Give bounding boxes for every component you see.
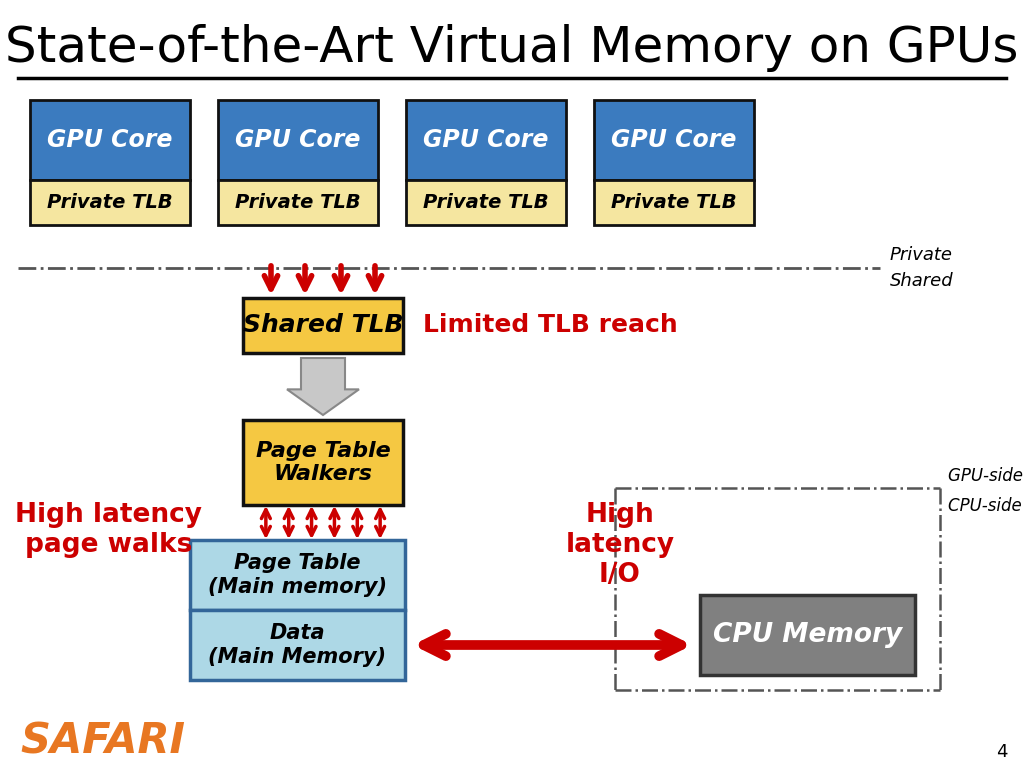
Text: State-of-the-Art Virtual Memory on GPUs: State-of-the-Art Virtual Memory on GPUs bbox=[5, 24, 1019, 72]
Polygon shape bbox=[287, 358, 359, 415]
Text: GPU Core: GPU Core bbox=[423, 128, 549, 152]
Bar bbox=[700, 595, 915, 675]
Text: High
latency
I/O: High latency I/O bbox=[565, 502, 675, 588]
Text: CPU Memory: CPU Memory bbox=[713, 622, 902, 648]
Text: GPU Core: GPU Core bbox=[236, 128, 360, 152]
Bar bbox=[218, 100, 378, 180]
Text: Limited TLB reach: Limited TLB reach bbox=[423, 313, 678, 337]
Text: GPU Core: GPU Core bbox=[611, 128, 736, 152]
Text: GPU Core: GPU Core bbox=[47, 128, 173, 152]
Text: Shared: Shared bbox=[890, 272, 953, 290]
Bar bbox=[243, 298, 403, 353]
Bar bbox=[30, 100, 190, 180]
Text: High latency
page walks: High latency page walks bbox=[15, 502, 202, 558]
Bar bbox=[190, 540, 406, 610]
Bar bbox=[243, 420, 403, 505]
Text: Private: Private bbox=[890, 246, 953, 264]
Bar bbox=[30, 180, 190, 225]
Bar bbox=[218, 180, 378, 225]
Text: Private TLB: Private TLB bbox=[47, 193, 173, 212]
Text: Data
(Main Memory): Data (Main Memory) bbox=[209, 624, 386, 667]
Bar bbox=[406, 180, 566, 225]
Text: Private TLB: Private TLB bbox=[423, 193, 549, 212]
Text: Page Table
Walkers: Page Table Walkers bbox=[256, 441, 390, 484]
Text: Shared TLB: Shared TLB bbox=[243, 313, 403, 337]
Bar bbox=[190, 610, 406, 680]
Bar bbox=[594, 180, 754, 225]
Text: SAFARI: SAFARI bbox=[20, 721, 185, 763]
Bar bbox=[594, 100, 754, 180]
Text: 4: 4 bbox=[996, 743, 1008, 761]
Text: GPU-side memory: GPU-side memory bbox=[948, 467, 1024, 485]
Text: Private TLB: Private TLB bbox=[236, 193, 360, 212]
Text: CPU-side memory: CPU-side memory bbox=[948, 497, 1024, 515]
Bar bbox=[406, 100, 566, 180]
Text: Private TLB: Private TLB bbox=[611, 193, 737, 212]
Text: Page Table
(Main memory): Page Table (Main memory) bbox=[208, 554, 387, 597]
